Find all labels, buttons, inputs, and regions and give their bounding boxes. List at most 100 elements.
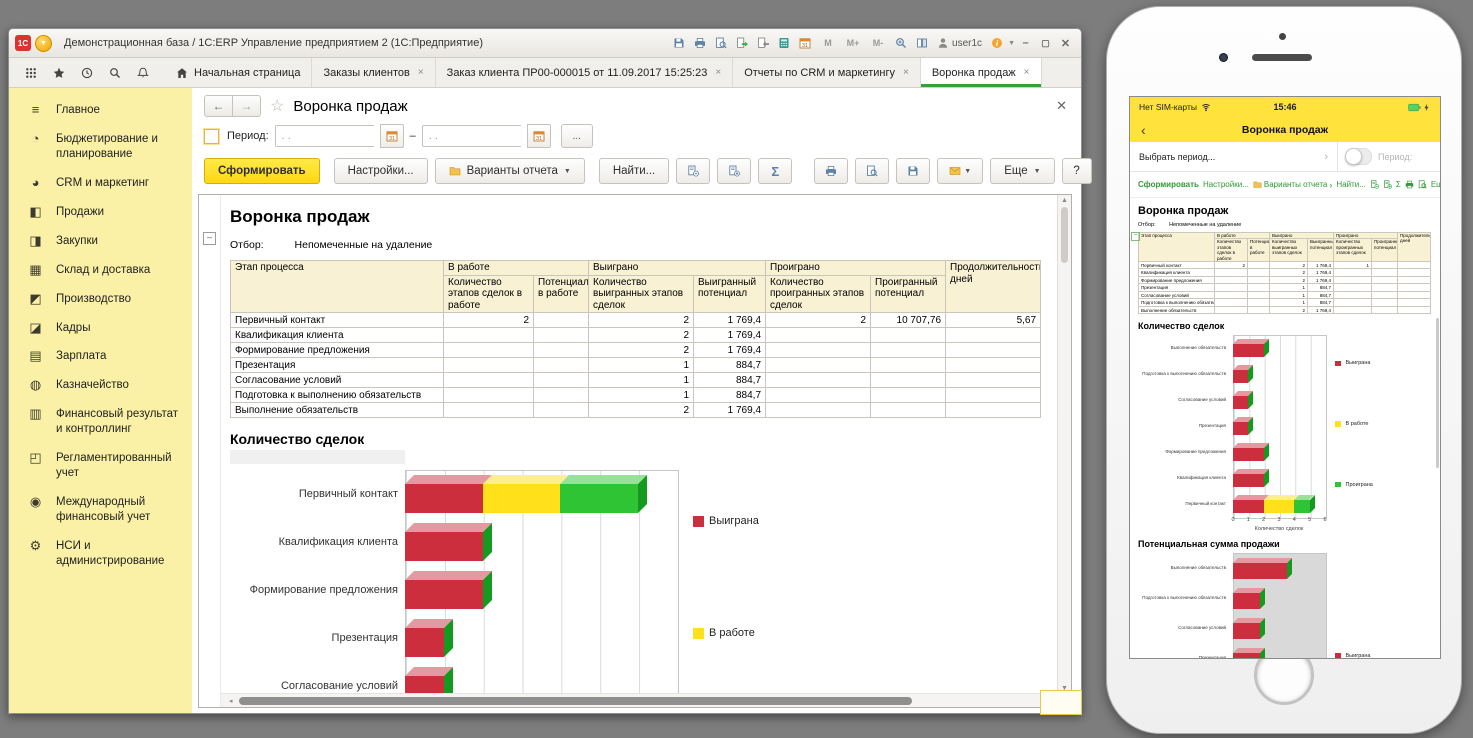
sidebar-item-budgeting[interactable]: ◔Бюджетирование и планирование bbox=[9, 125, 192, 169]
phone-totals-button[interactable]: Σ bbox=[1396, 180, 1401, 189]
period-toggle[interactable] bbox=[1345, 148, 1372, 165]
scroll-thumb[interactable] bbox=[1061, 207, 1068, 263]
phone-find-button[interactable]: Найти... bbox=[1336, 180, 1366, 189]
sidebar-item-hr[interactable]: ◪Кадры bbox=[9, 314, 192, 343]
phone-print-button[interactable] bbox=[1405, 180, 1414, 189]
back-button[interactable]: ← bbox=[204, 95, 233, 117]
period-to-input[interactable]: . . bbox=[422, 125, 521, 147]
bar-segment[interactable] bbox=[405, 580, 483, 609]
phone-expand-groups-button[interactable] bbox=[1383, 180, 1392, 189]
table-row[interactable]: Квалификация клиента21 769,4 bbox=[231, 328, 1041, 343]
calendar-icon[interactable]: 31 bbox=[795, 34, 815, 53]
bar-segment[interactable] bbox=[1233, 474, 1264, 487]
close-tab-icon[interactable]: × bbox=[418, 67, 424, 78]
close-tab-icon[interactable]: × bbox=[903, 67, 909, 78]
table-row[interactable]: Формирование предложения21 769,4 bbox=[1139, 276, 1431, 284]
bar-segment[interactable] bbox=[1233, 344, 1264, 357]
memory-store-icon[interactable]: M bbox=[816, 34, 840, 53]
phone-variants-button[interactable]: Варианты отчета› bbox=[1253, 180, 1333, 190]
close-tab-icon[interactable]: × bbox=[1024, 67, 1030, 78]
close-window-button[interactable]: ✕ bbox=[1056, 37, 1075, 50]
close-form-button[interactable]: ✕ bbox=[1056, 98, 1067, 114]
more-button[interactable]: Еще ▼ bbox=[990, 158, 1054, 184]
favorite-star-icon[interactable]: ☆ bbox=[270, 96, 284, 116]
bar-segment[interactable] bbox=[1233, 370, 1248, 383]
memory-minus-icon[interactable]: M- bbox=[866, 34, 890, 53]
settings-button[interactable]: Настройки... bbox=[334, 158, 428, 184]
table-row[interactable]: Презентация1884,7 bbox=[231, 358, 1041, 373]
sidebar-item-sales[interactable]: ◧Продажи bbox=[9, 198, 192, 227]
save-button[interactable] bbox=[896, 158, 930, 184]
zoom-icon[interactable] bbox=[891, 34, 911, 53]
find-button[interactable]: Найти... bbox=[599, 158, 669, 184]
main-menu-button[interactable]: ▼ bbox=[35, 35, 52, 52]
close-tab-icon[interactable]: × bbox=[715, 67, 721, 78]
bar-segment[interactable] bbox=[1233, 653, 1260, 658]
sidebar-item-nsi[interactable]: ⚙НСИ и администрирование bbox=[9, 532, 192, 576]
bar-segment[interactable] bbox=[483, 484, 561, 513]
report-variants-button[interactable]: Варианты отчета ▼ bbox=[435, 158, 585, 184]
sidebar-item-production[interactable]: ◩Производство bbox=[9, 285, 192, 314]
back-chevron-icon[interactable]: ‹ bbox=[1141, 122, 1146, 138]
notifications-icon[interactable] bbox=[137, 67, 149, 79]
service-info-button[interactable]: i bbox=[987, 34, 1007, 53]
help-button[interactable]: ? bbox=[1062, 158, 1092, 184]
expand-groups-button[interactable] bbox=[717, 158, 751, 184]
phone-collapse-groups-button[interactable] bbox=[1370, 180, 1379, 189]
sidebar-item-crm[interactable]: ◕CRM и маркетинг bbox=[9, 169, 192, 198]
print-preview-button[interactable] bbox=[855, 158, 889, 184]
bar-segment[interactable] bbox=[1233, 422, 1248, 435]
selected-cell[interactable] bbox=[230, 450, 405, 464]
sidebar-item-ifrs[interactable]: ◉Международный финансовый учет bbox=[9, 488, 192, 532]
sidebar-item-regulated[interactable]: ◰Регламентированный учет bbox=[9, 444, 192, 488]
print-preview-icon[interactable] bbox=[711, 34, 731, 53]
bar-segment[interactable] bbox=[405, 484, 483, 513]
history-icon[interactable] bbox=[81, 67, 93, 79]
table-row[interactable]: Презентация1884,7 bbox=[1139, 284, 1431, 292]
collapse-group-icon[interactable]: – bbox=[203, 232, 216, 245]
sections-menu-icon[interactable] bbox=[25, 67, 37, 79]
bar-segment[interactable] bbox=[1233, 623, 1260, 639]
sidebar-item-treasury[interactable]: ◍Казначейство bbox=[9, 371, 192, 400]
bar-segment[interactable] bbox=[1233, 593, 1260, 609]
table-row[interactable]: Квалификация клиента21 769,4 bbox=[1139, 269, 1431, 277]
save-icon[interactable] bbox=[669, 34, 689, 53]
table-row[interactable]: Согласование условий1884,7 bbox=[231, 373, 1041, 388]
phone-settings-button[interactable]: Настройки... bbox=[1203, 180, 1249, 189]
receive-document-icon[interactable] bbox=[753, 34, 773, 53]
split-view-icon[interactable] bbox=[912, 34, 932, 53]
calendar-picker-icon[interactable]: 31 bbox=[380, 124, 404, 148]
period-more-button[interactable]: ... bbox=[561, 124, 593, 148]
phone-generate-button[interactable]: Сформировать bbox=[1138, 180, 1199, 189]
totals-button[interactable]: Σ bbox=[758, 158, 792, 184]
bar-segment[interactable] bbox=[1233, 396, 1248, 409]
send-mail-button[interactable]: ▼ bbox=[937, 158, 983, 184]
phone-print-preview-button[interactable] bbox=[1418, 180, 1427, 189]
favorites-icon[interactable] bbox=[53, 67, 65, 79]
bar-segment[interactable] bbox=[1264, 500, 1295, 513]
bar-segment[interactable] bbox=[1233, 500, 1264, 513]
tab-2[interactable]: Заказ клиента ПР00-000015 от 11.09.2017 … bbox=[436, 58, 734, 87]
tab-3[interactable]: Отчеты по CRM и маркетингу× bbox=[733, 58, 921, 87]
minimize-button[interactable]: – bbox=[1016, 37, 1035, 49]
print-button[interactable] bbox=[814, 158, 848, 184]
maximize-button[interactable]: ▢ bbox=[1036, 38, 1055, 49]
bar-segment[interactable] bbox=[1294, 500, 1309, 513]
table-row[interactable]: Подготовка к выполнению обязательств1884… bbox=[231, 388, 1041, 403]
table-row[interactable]: Подготовка к выполнению обязательств1884… bbox=[1139, 299, 1431, 307]
current-user[interactable]: user1c bbox=[933, 37, 986, 49]
sidebar-item-finresult[interactable]: ▥Финансовый результат и контроллинг bbox=[9, 400, 192, 444]
tab-1[interactable]: Заказы клиентов× bbox=[312, 58, 435, 87]
collapse-groups-button[interactable] bbox=[676, 158, 710, 184]
sidebar-item-purchases[interactable]: ◨Закупки bbox=[9, 227, 192, 256]
bar-segment[interactable] bbox=[1233, 563, 1287, 579]
vertical-scrollbar[interactable]: ▲▼ bbox=[1057, 195, 1071, 694]
table-row[interactable]: Первичный контакт221 769,41 bbox=[1139, 261, 1431, 269]
chevron-down-icon[interactable]: ▼ bbox=[1008, 40, 1015, 47]
search-icon[interactable] bbox=[109, 67, 121, 79]
calculator-icon[interactable] bbox=[774, 34, 794, 53]
sidebar-item-payroll[interactable]: ▤Зарплата bbox=[9, 342, 192, 371]
table-row[interactable]: Выполнение обязательств21 769,4 bbox=[231, 403, 1041, 418]
bar-segment[interactable] bbox=[1233, 448, 1264, 461]
period-checkbox[interactable] bbox=[204, 129, 219, 144]
